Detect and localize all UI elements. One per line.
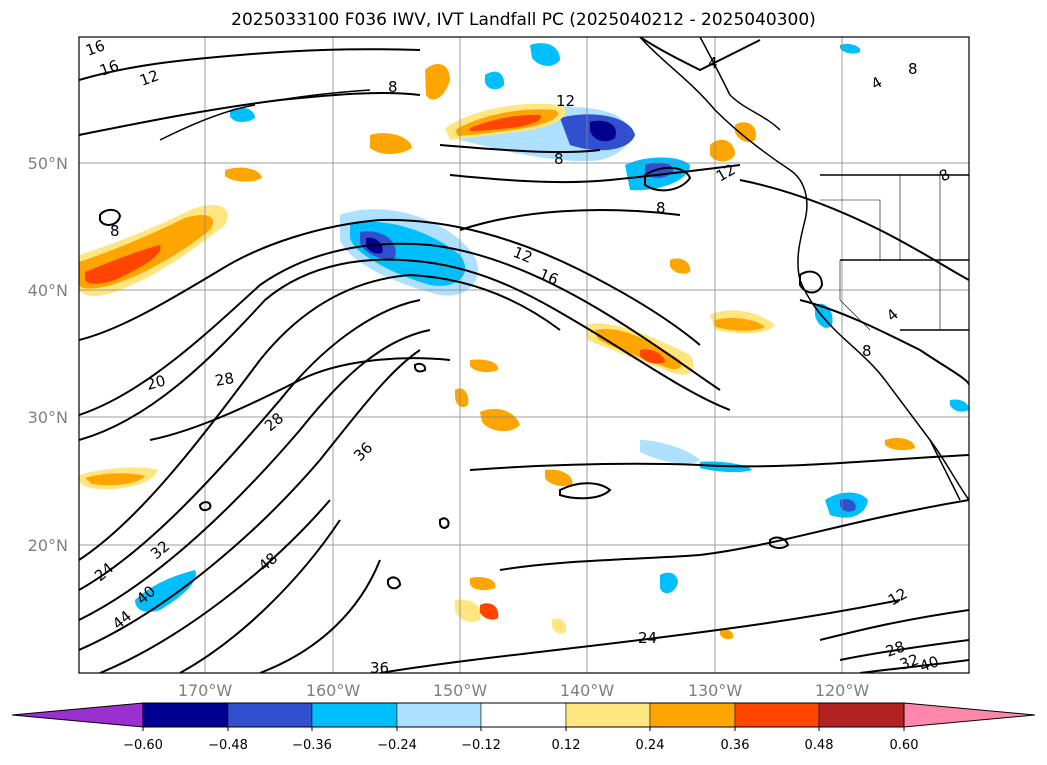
contour-label: 8 xyxy=(388,78,398,96)
contour-label: 28 xyxy=(214,369,236,390)
map-title: 2025033100 F036 IWV, IVT Landfall PC (20… xyxy=(231,10,816,30)
contour-label: 36 xyxy=(370,659,389,677)
contour-label: 4 xyxy=(708,54,718,72)
colorbar-tick-label: 0.48 xyxy=(805,738,834,753)
contour-loops xyxy=(99,166,824,590)
colorbar-tick-label: 0.36 xyxy=(721,738,750,753)
colorbar-tick-label: 0.60 xyxy=(890,738,919,753)
lon-tick-label: 140°W xyxy=(560,681,615,700)
colorbar-bin xyxy=(649,702,736,728)
colorbar-tick-label: −0.60 xyxy=(123,738,163,753)
colorbar-tick-label: −0.24 xyxy=(377,738,417,753)
colorbar-tick-label: −0.12 xyxy=(461,738,501,753)
colorbar-bin xyxy=(227,702,313,728)
contour-label: 8 xyxy=(110,222,120,240)
contour-label: 16 xyxy=(537,265,561,289)
state-borders xyxy=(820,175,941,331)
lat-axis: 50°N 40°N 30°N 20°N xyxy=(28,154,68,555)
colorbar-tick-label: −0.48 xyxy=(208,738,248,753)
colorbar-tick-label: −0.36 xyxy=(292,738,332,753)
contour-label: 12 xyxy=(511,243,535,267)
contour-label: 24 xyxy=(638,629,657,647)
colorbar-bin xyxy=(818,702,905,728)
contour-label: 8 xyxy=(656,199,666,217)
lat-tick-label: 40°N xyxy=(28,281,68,300)
colorbar-bin xyxy=(311,702,398,728)
contour-label: 40 xyxy=(917,652,941,675)
colorbar-extend-under xyxy=(11,702,144,728)
colorbar-extend-over xyxy=(903,702,1036,728)
contour-label: 28 xyxy=(883,637,907,660)
lon-tick-label: 130°W xyxy=(688,681,743,700)
graticule xyxy=(79,37,969,673)
lon-tick-label: 120°W xyxy=(815,681,870,700)
contour-label: 8 xyxy=(862,342,872,360)
colorbar-bin xyxy=(565,702,651,728)
colorbar: −0.60 −0.48 −0.36 −0.24 −0.12 0.12 0.24 … xyxy=(11,702,1036,753)
lat-tick-label: 50°N xyxy=(28,154,68,173)
colorbar-tick-label: 0.12 xyxy=(552,738,581,753)
contour-label: 32 xyxy=(897,650,921,673)
contour-label: 16 xyxy=(83,36,107,59)
contour-label: 12 xyxy=(556,92,575,110)
contour-label: 8 xyxy=(908,60,918,78)
colorbar-bin xyxy=(396,702,482,728)
lon-tick-label: 160°W xyxy=(306,681,361,700)
map-frame xyxy=(78,36,970,674)
contour-label: 8 xyxy=(554,150,564,168)
anomaly-shading xyxy=(79,43,969,640)
lat-tick-label: 20°N xyxy=(28,536,68,555)
colorbar-bin xyxy=(142,702,229,728)
iwv-contours xyxy=(79,37,969,673)
contour-label: 16 xyxy=(97,56,121,79)
lon-tick-label: 170°W xyxy=(178,681,233,700)
colorbar-bin xyxy=(734,702,820,728)
lon-tick-label: 150°W xyxy=(433,681,488,700)
colorbar-tick-label: 0.24 xyxy=(636,738,665,753)
lon-axis: 170°W 160°W 150°W 140°W 130°W 120°W xyxy=(178,681,870,700)
contour-label: 20 xyxy=(144,372,167,394)
contour-label: 12 xyxy=(137,66,161,89)
colorbar-bin xyxy=(480,702,567,728)
lat-tick-label: 30°N xyxy=(28,408,68,427)
